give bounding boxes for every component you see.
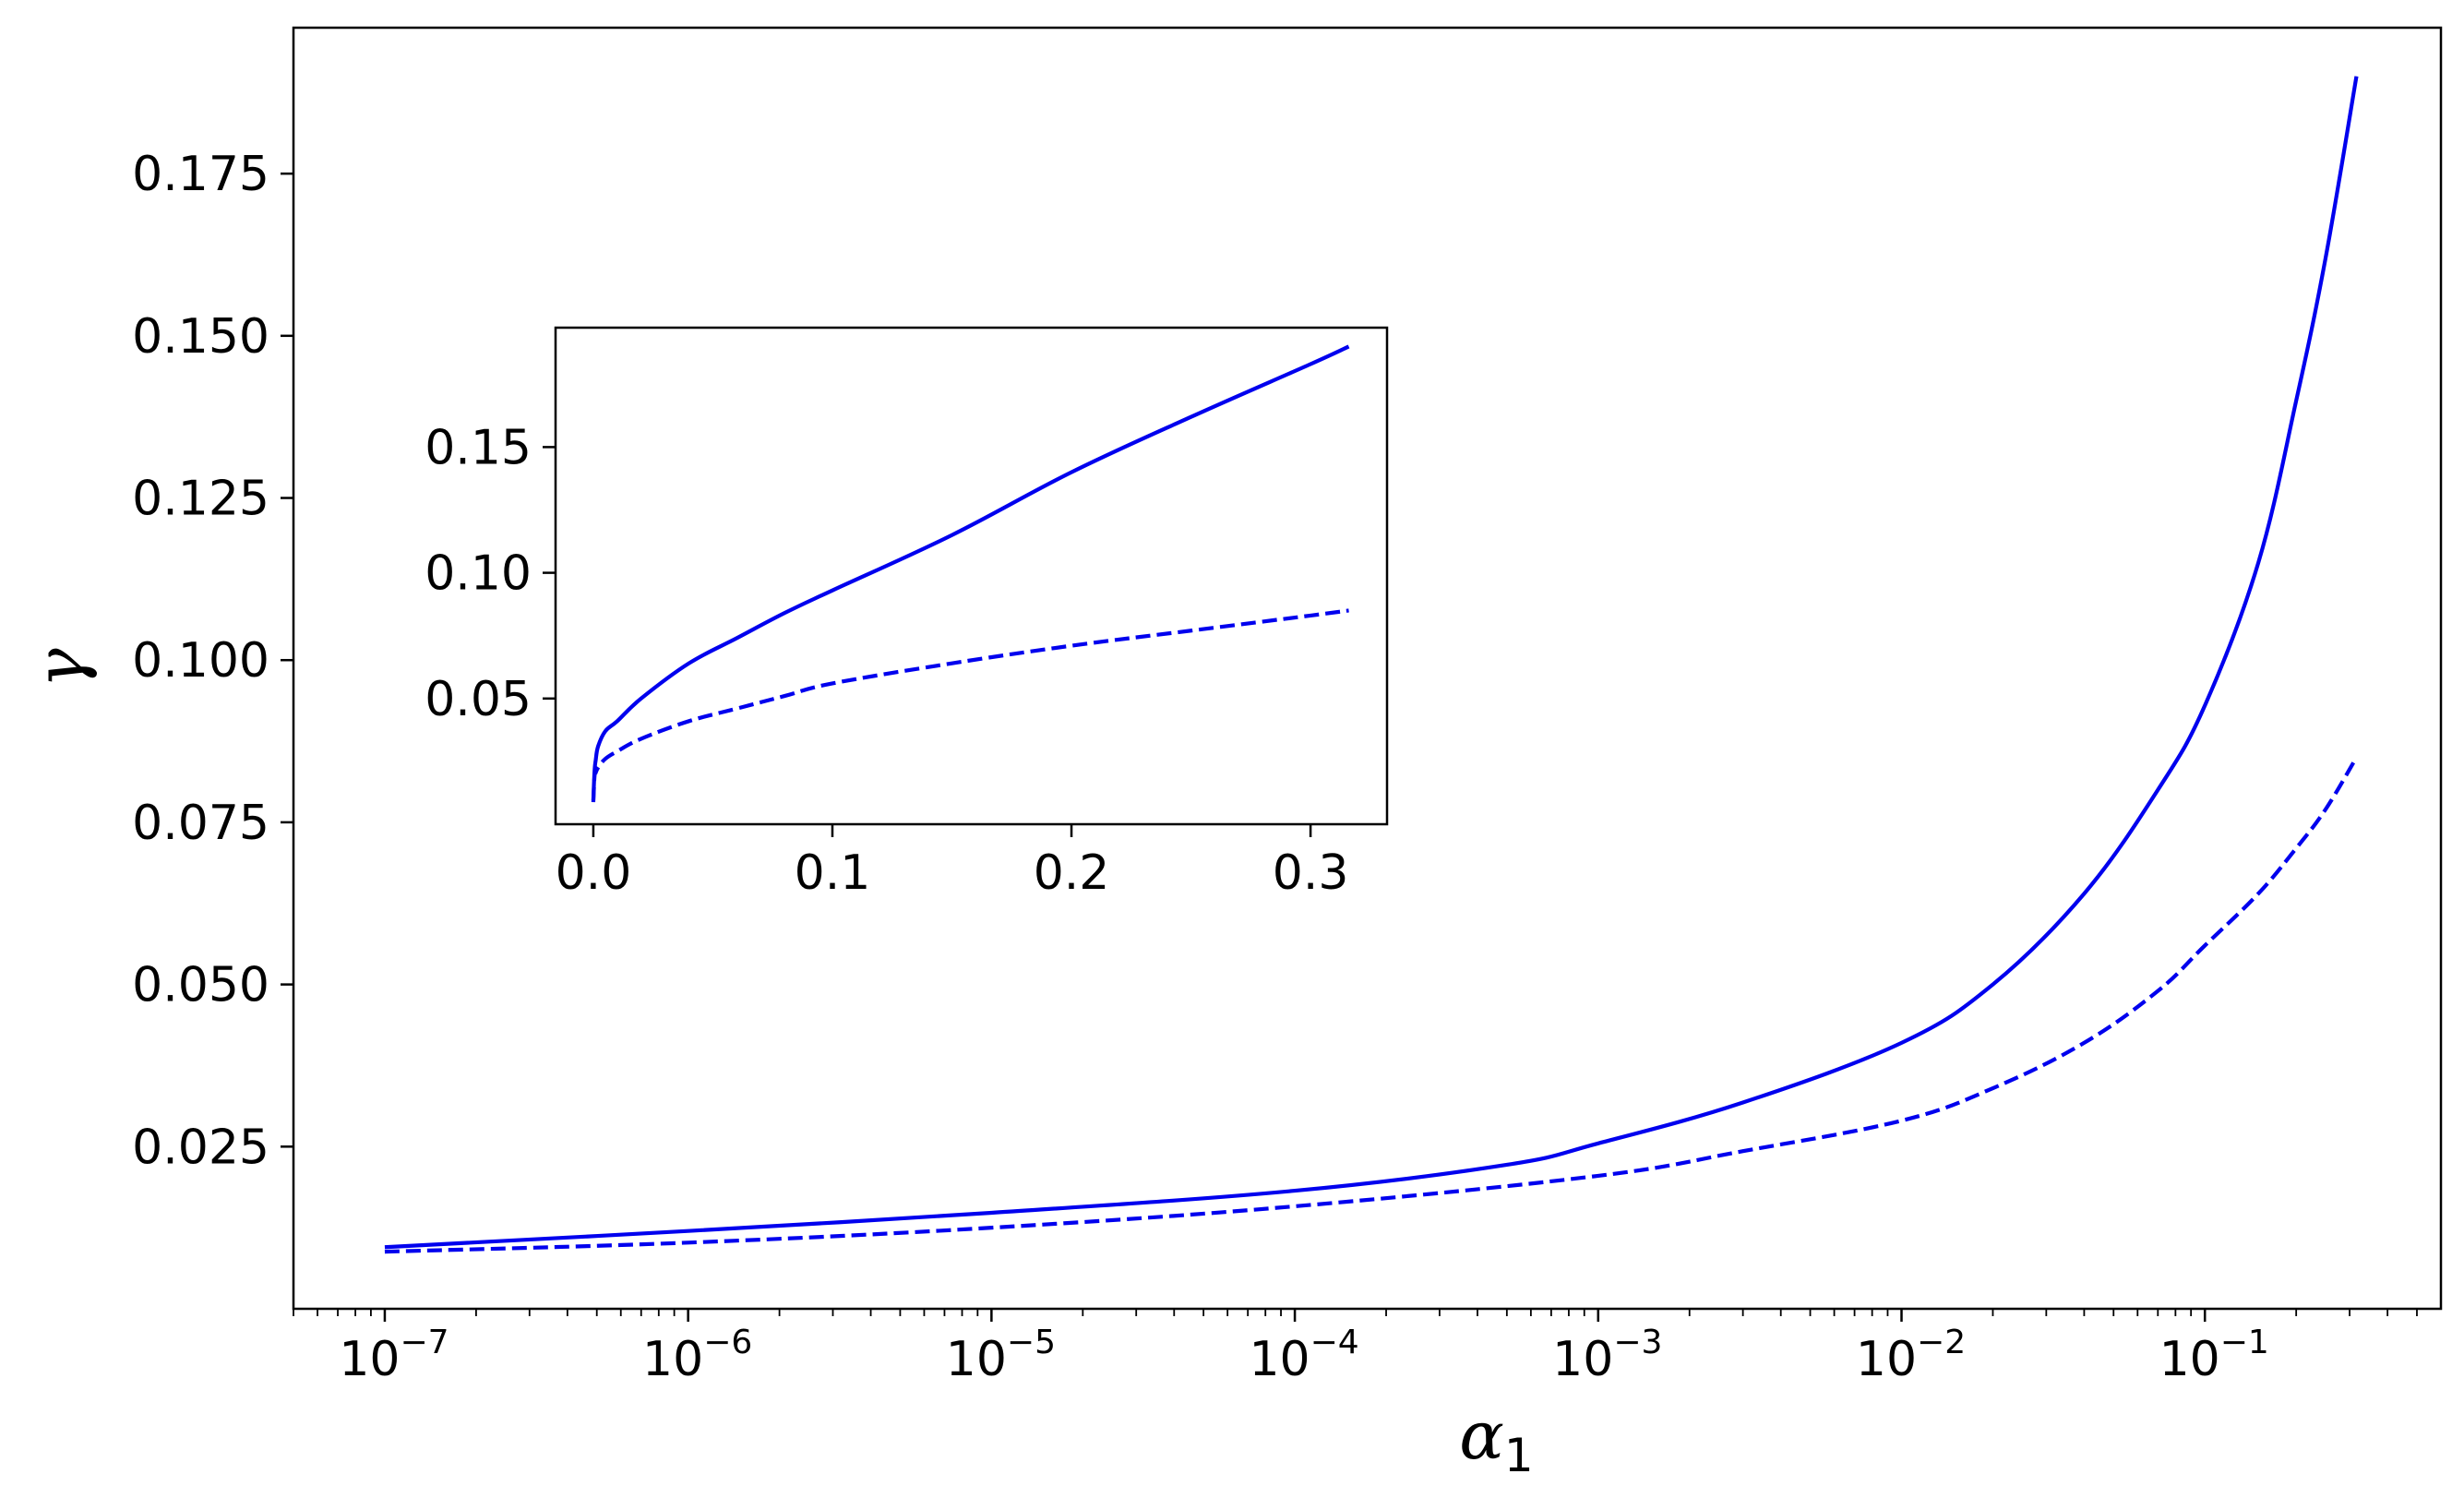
y-tick-label: 0.050: [132, 958, 269, 1013]
x-axis-label: α1: [1459, 1396, 1533, 1482]
inset-y-tick-label: 0.10: [425, 546, 532, 602]
main-ticks: 0.025 0.050 0.075 0.100 0.125 0.150 0.175 10−7 1…: [132, 147, 2418, 1387]
x-tick-label: 10−5: [946, 1324, 1056, 1387]
y-tick-label: 0.150: [132, 309, 269, 365]
inset-series-line-dashed: [591, 608, 1349, 803]
inset-background: [556, 328, 1387, 824]
y-tick-label: 0.075: [132, 796, 269, 851]
series-line-solid: [384, 76, 2359, 1250]
inset-plot-frame: [554, 326, 1389, 826]
inset-x-tick-label: 0.0: [556, 845, 632, 901]
inset-plot: 0.05 0.10 0.15 0.0 0.1 0.2 0.3: [425, 326, 1389, 901]
x-axis-label-subscript: 1: [1504, 1429, 1534, 1482]
x-tick-label: 10−4: [1249, 1324, 1358, 1387]
x-axis-label-symbol: α: [1459, 1396, 1504, 1474]
y-tick-label: 0.175: [132, 147, 269, 202]
y-tick-label: 0.025: [132, 1120, 269, 1175]
main-plot: 0.025 0.050 0.075 0.100 0.125 0.150 0.175 10−7 1…: [21, 26, 2443, 1482]
x-tick-label: 10−7: [339, 1324, 449, 1387]
y-tick-label: 0.100: [132, 633, 269, 689]
main-plot-frame: [292, 26, 2443, 1311]
inset-x-tick-label: 0.1: [795, 845, 871, 901]
x-tick-label: 10−6: [642, 1324, 752, 1387]
inset-y-tick-label: 0.05: [425, 672, 532, 727]
y-tick-label: 0.125: [132, 472, 269, 527]
x-tick-label: 10−1: [2159, 1324, 2269, 1387]
inset-x-tick-label: 0.3: [1273, 845, 1349, 901]
series-line-dashed: [384, 756, 2359, 1254]
inset-ticks: 0.05 0.10 0.15 0.0 0.1 0.2 0.3: [425, 420, 1348, 901]
inset-lines: [591, 344, 1350, 803]
x-tick-label: 10−3: [1552, 1324, 1662, 1387]
inset-series-line-solid: [591, 344, 1350, 801]
y-axis-label: γ: [21, 648, 99, 689]
x-tick-label: 10−2: [1856, 1324, 1966, 1387]
inset-y-tick-label: 0.15: [425, 420, 532, 475]
inset-x-tick-label: 0.2: [1034, 845, 1110, 901]
main-lines: [384, 76, 2359, 1254]
